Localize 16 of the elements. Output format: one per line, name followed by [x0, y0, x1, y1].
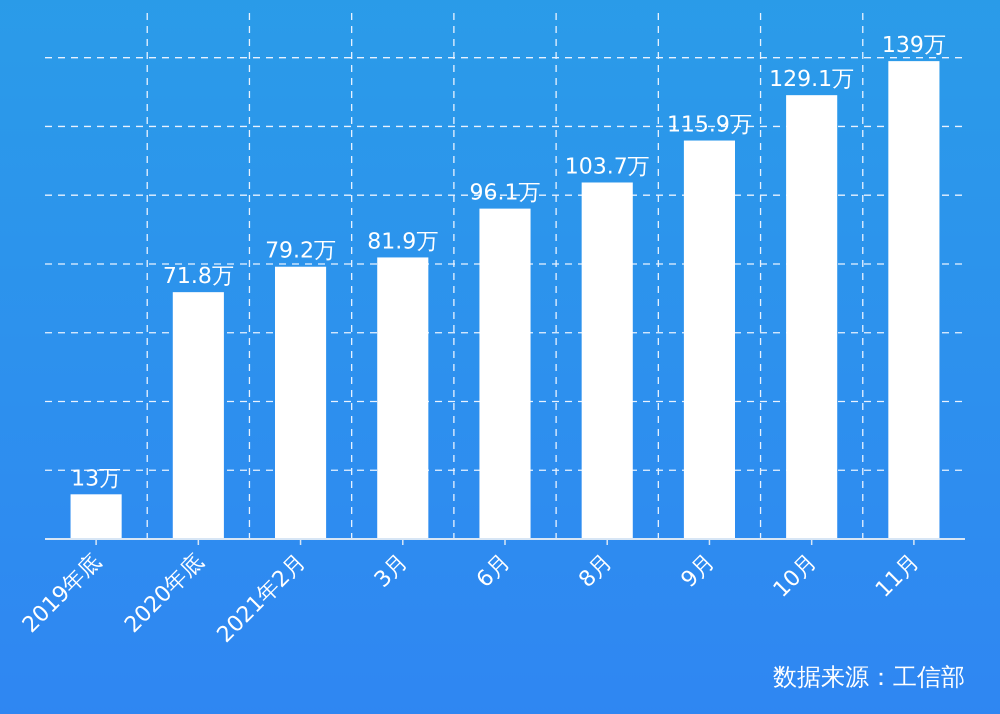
data-label: 129.1万 — [769, 67, 854, 92]
x-tick-label: 6月 — [472, 550, 516, 593]
data-label: 96.1万 — [470, 180, 540, 206]
x-tick-label: 3月 — [370, 550, 414, 593]
x-tick-label: 11月 — [871, 550, 924, 603]
data-label: 115.9万 — [666, 112, 752, 138]
source-note: 数据来源：工信部 — [773, 663, 965, 691]
x-tick-label: 8月 — [574, 550, 618, 593]
x-tick-label: 10月 — [768, 550, 822, 603]
x-tick-label: 9月 — [676, 550, 720, 593]
data-label: 71.8万 — [162, 264, 234, 290]
data-label: 13万 — [71, 466, 122, 492]
data-label: 103.7万 — [564, 154, 650, 180]
data-label: 79.2万 — [265, 238, 336, 264]
data-label: 139万 — [882, 33, 946, 58]
data-label: 81.9万 — [367, 229, 438, 254]
